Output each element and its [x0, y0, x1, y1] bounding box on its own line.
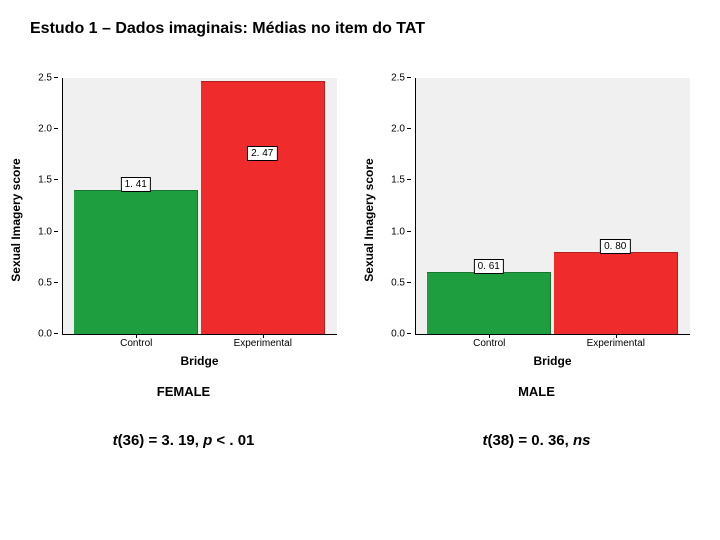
y-tick-label: 1.0 [38, 226, 52, 237]
x-axis-label: Bridge [180, 354, 218, 368]
charts-row: Sexual Imagery score 1. 41 2. 47 0.0 0.5 1.0 1… [22, 70, 698, 370]
x-ticks: Control Experimental Bridge [415, 334, 690, 370]
y-tick-mark [54, 128, 58, 129]
y-tick-label: 0.5 [391, 277, 405, 288]
y-tick-mark [407, 128, 411, 129]
subcaptions-row: FEMALE MALE [22, 384, 698, 399]
y-tick-label: 1.5 [391, 175, 405, 186]
y-axis-line [415, 78, 416, 334]
plot-area: 0. 610. 80 [415, 78, 690, 334]
x-tick-label: Control [120, 338, 152, 349]
y-axis-label: Sexual Imagery score [9, 158, 23, 281]
chart-stat-text: t(38) = 0. 36, ns [375, 432, 698, 449]
bar-value-label: 0. 61 [474, 259, 504, 274]
x-tick-label: Control [473, 338, 505, 349]
bar-experimental: 2. 47 [201, 81, 325, 334]
x-axis-label: Bridge [533, 354, 571, 368]
y-tick-label: 1.5 [38, 175, 52, 186]
y-tick-mark [54, 179, 58, 180]
bar-control: 0. 61 [427, 272, 551, 334]
y-tick-mark [407, 333, 411, 334]
bar-value-label: 0. 80 [600, 239, 630, 254]
y-tick-label: 2.0 [38, 124, 52, 135]
x-tick-mark [263, 334, 264, 338]
y-tick-mark [54, 77, 58, 78]
plot-area: 1. 41 2. 47 [62, 78, 337, 334]
y-tick-mark [54, 333, 58, 334]
bar-experimental: 0. 80 [554, 252, 678, 334]
x-tick-mark [489, 334, 490, 338]
x-tick-label: Experimental [234, 338, 292, 349]
y-tick-mark [407, 231, 411, 232]
bar-value-label: 1. 41 [121, 177, 151, 192]
y-tick-label: 2.0 [391, 124, 405, 135]
chart-female: Sexual Imagery score1. 412. 470.00.51.01… [22, 70, 345, 370]
page-title: Estudo 1 – Dados imaginais: Médias no it… [30, 20, 425, 38]
y-tick-mark [407, 282, 411, 283]
y-tick-mark [54, 231, 58, 232]
x-tick-mark [616, 334, 617, 338]
y-tick-label: 0.0 [391, 329, 405, 340]
y-tick-label: 1.0 [391, 226, 405, 237]
y-tick-mark [54, 282, 58, 283]
x-ticks: Control Experimental Bridge [62, 334, 337, 370]
x-tick-mark [136, 334, 137, 338]
y-axis-label: Sexual Imagery score [362, 158, 376, 281]
y-tick-mark [407, 77, 411, 78]
y-tick-mark [407, 179, 411, 180]
x-tick-label: Experimental [587, 338, 645, 349]
y-tick-label: 2.5 [391, 73, 405, 84]
bar-control: 1. 41 [74, 190, 198, 334]
chart-male: Sexual Imagery score0. 610. 800.00.51.01… [375, 70, 698, 370]
chart-stat-text: t(36) = 3. 19, p < . 01 [22, 432, 345, 449]
y-tick-label: 0.5 [38, 277, 52, 288]
chart-subcaption: MALE [375, 384, 698, 399]
chart-subcaption: FEMALE [22, 384, 345, 399]
y-tick-label: 0.0 [38, 329, 52, 340]
bar-value-label: 2. 47 [247, 146, 277, 161]
y-axis-line [62, 78, 63, 334]
y-tick-label: 2.5 [38, 73, 52, 84]
stats-row: t(36) = 3. 19, p < . 01 t(38) = 0. 36, ns [22, 432, 698, 449]
